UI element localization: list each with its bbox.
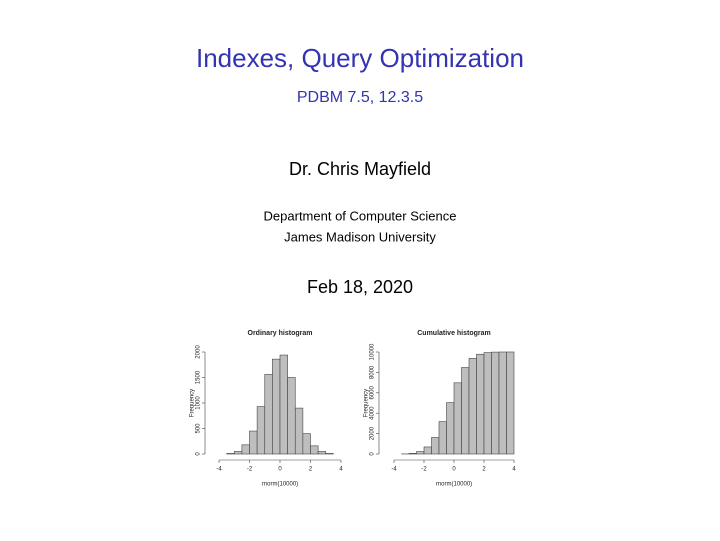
chart-title: Cumulative histogram: [417, 330, 491, 337]
y-tick-label: 10000: [370, 343, 376, 360]
bar: [483, 352, 492, 455]
bar: [468, 358, 477, 455]
author: Dr. Chris Mayfield: [289, 159, 431, 179]
x-tick-label: 4: [339, 467, 343, 473]
bar: [279, 354, 288, 455]
title: Indexes, Query Optimization: [196, 43, 524, 73]
bar: [438, 421, 447, 455]
bar: [476, 353, 485, 455]
bar: [506, 351, 515, 455]
bar: [287, 377, 296, 455]
bar: [461, 367, 470, 455]
y-tick-label: 2000: [196, 345, 202, 359]
y-tick-label: 0: [196, 452, 202, 456]
bar: [249, 430, 258, 455]
bar: [408, 453, 417, 455]
bar: [233, 451, 243, 455]
y-tick-label: 8000: [370, 365, 376, 379]
subtitle: PDBM 7.5, 12.3.5: [297, 89, 423, 106]
university: James Madison University: [284, 229, 436, 244]
y-tick-label: 1500: [196, 370, 202, 384]
bar: [498, 351, 507, 455]
x-tick-label: 2: [309, 467, 313, 473]
department: Department of Computer Science: [264, 208, 457, 223]
x-axis-label: rnorm(10000): [436, 482, 472, 488]
bar: [310, 445, 319, 455]
bar: [416, 451, 425, 455]
x-tick-label: 0: [278, 467, 282, 473]
bar: [264, 374, 273, 455]
x-tick-label: 0: [452, 467, 456, 473]
y-tick-label: 500: [196, 423, 202, 434]
x-tick-label: -4: [216, 467, 222, 473]
y-tick-label: 0: [370, 452, 376, 456]
bar: [256, 406, 266, 455]
bar: [241, 444, 250, 455]
y-axis-label: Frequency: [190, 389, 196, 417]
x-tick-label: -4: [391, 467, 397, 473]
bar: [272, 358, 281, 455]
bar: [446, 402, 455, 455]
chart-title: Ordinary histogram: [248, 330, 313, 337]
x-tick-label: -2: [247, 467, 253, 473]
y-tick-label: 6000: [370, 385, 376, 399]
y-tick-label: 2000: [370, 426, 376, 440]
x-tick-label: 4: [512, 467, 516, 473]
bar: [423, 446, 432, 455]
x-tick-label: -2: [421, 467, 427, 473]
x-axis-label: rnorm(10000): [262, 482, 298, 488]
bar: [431, 437, 440, 455]
bar: [302, 433, 311, 455]
bar: [325, 453, 334, 455]
y-axis-label: Frequency: [364, 389, 370, 417]
x-tick-label: 2: [482, 467, 486, 473]
date: Feb 18, 2020: [307, 277, 413, 297]
bar: [453, 382, 462, 455]
bar: [294, 407, 304, 455]
bar: [491, 351, 500, 455]
bar: [317, 451, 327, 455]
y-tick-label: 4000: [370, 406, 376, 420]
bar: [226, 453, 235, 455]
y-tick-label: 1000: [196, 396, 202, 410]
